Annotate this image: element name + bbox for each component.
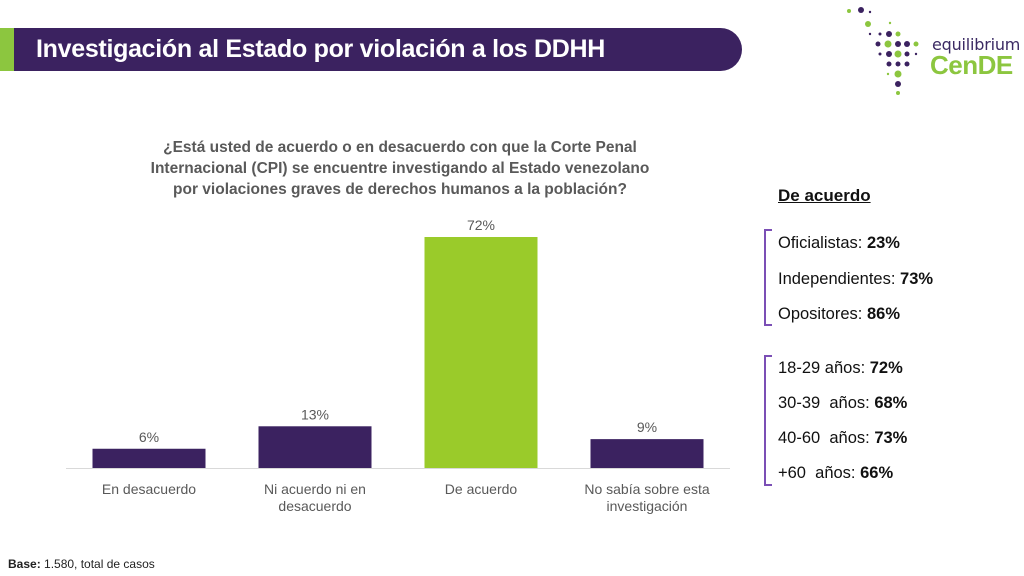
side-item-value: 73%: [900, 270, 934, 288]
side-item-age-18-29: 18-29 años: 72%: [778, 359, 903, 378]
logo-text-equilibrium: equilibrium: [932, 35, 1021, 54]
side-item-value: 66%: [860, 464, 894, 482]
title-bar: Investigación al Estado por violación a …: [0, 28, 742, 71]
logo-text-cende: CenDE: [930, 50, 1013, 80]
side-item-value: 86%: [866, 305, 900, 323]
side-item-label: Independientes:: [778, 270, 901, 288]
side-item-oficialistas: Oficialistas: 23%: [778, 234, 900, 253]
side-item-value: 68%: [874, 394, 908, 412]
side-item-value: 73%: [874, 429, 908, 447]
group-bracket: [764, 355, 772, 486]
footer-base-text: 1.580, total de casos: [40, 557, 155, 571]
bar: [258, 426, 372, 468]
data-label: 13%: [301, 406, 329, 422]
side-panel-heading: De acuerdo: [778, 186, 871, 205]
side-item-value: 23%: [866, 234, 900, 252]
chart-title: ¿Está usted de acuerdo o en desacuerdo c…: [110, 137, 690, 200]
title-background: Investigación al Estado por violación a …: [14, 28, 742, 71]
side-item-label: 30-39 años:: [778, 394, 875, 412]
data-label: 6%: [139, 429, 159, 445]
chart-title-line: por violaciones graves de derechos human…: [173, 181, 627, 198]
footer-base-note: Base: 1.580, total de casos: [8, 557, 155, 571]
equilibrium-cende-logo: equilibrium CenDE: [842, 4, 1022, 96]
footer-base-label: Base:: [8, 557, 41, 571]
data-label: 9%: [637, 419, 657, 435]
x-tick-label: No sabía sobre esta investigación: [567, 481, 727, 515]
bar: [424, 237, 538, 468]
group-bracket: [764, 229, 772, 326]
title-accent-strip: [0, 28, 14, 71]
x-tick-label-line: No sabía sobre esta: [584, 481, 710, 497]
chart-title-line: Internacional (CPI) se encuentre investi…: [150, 160, 650, 177]
side-item-value: 72%: [869, 359, 903, 377]
x-tick-label-line: En desacuerdo: [101, 481, 197, 497]
side-item-label: +60 años:: [778, 464, 861, 482]
data-label: 72%: [467, 217, 495, 233]
side-item-age-40-60: 40-60 años: 73%: [778, 429, 907, 448]
side-item-independientes: Independientes: 73%: [778, 270, 933, 289]
side-item-opositores: Opositores: 86%: [778, 305, 900, 324]
side-item-label: Opositores:: [778, 305, 867, 323]
x-tick-label: Ni acuerdo ni en desacuerdo: [235, 481, 395, 515]
chart-title-line: ¿Está usted de acuerdo o en desacuerdo c…: [163, 139, 637, 156]
x-tick-label-line: Ni acuerdo ni en: [264, 481, 366, 497]
page-title: Investigación al Estado por violación a …: [36, 35, 606, 63]
side-item-label: 40-60 años:: [778, 429, 875, 447]
side-item-label: 18-29 años:: [778, 359, 870, 377]
x-tick-label: En desacuerdo: [69, 481, 229, 498]
x-tick-label: De acuerdo: [401, 481, 561, 498]
side-item-age-30-39: 30-39 años: 68%: [778, 394, 907, 413]
bar: [590, 439, 704, 468]
logo-dots-icon: [847, 7, 919, 95]
x-tick-label-line: desacuerdo: [278, 498, 352, 514]
x-tick-label-line: investigación: [606, 498, 688, 514]
x-tick-label-line: De acuerdo: [444, 481, 518, 497]
bar-chart: 6% 13% 72% 9%: [66, 217, 730, 469]
bar: [92, 448, 206, 468]
side-item-label: Oficialistas:: [778, 234, 867, 252]
side-item-age-60-plus: +60 años: 66%: [778, 464, 893, 483]
